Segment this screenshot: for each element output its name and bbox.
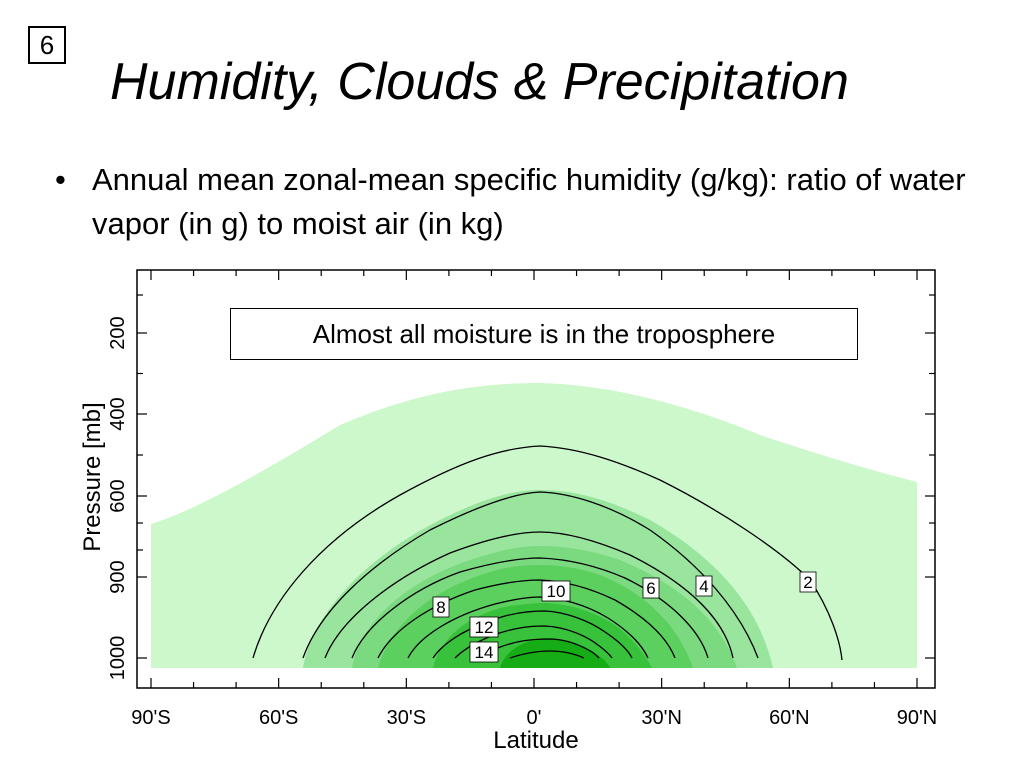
x-tick-label: 60'S bbox=[259, 707, 298, 729]
contour-label-2: 2 bbox=[799, 571, 817, 593]
contour-label-6: 6 bbox=[642, 577, 660, 599]
contour-label-text: 6 bbox=[646, 579, 655, 598]
bullet-text: Annual mean zonal-mean specific humidity… bbox=[92, 162, 966, 241]
contour-8-line bbox=[351, 557, 709, 659]
contour-label-text: 4 bbox=[699, 577, 708, 596]
x-tick-label: 90'N bbox=[897, 707, 938, 729]
x-tick-label: 30'N bbox=[641, 707, 682, 729]
contour-label-box bbox=[799, 571, 817, 593]
contour-label-4: 4 bbox=[695, 575, 713, 597]
contour-label-12: 12 bbox=[469, 616, 499, 638]
contour-label-text: 12 bbox=[475, 618, 494, 637]
contour-4-line bbox=[302, 491, 759, 659]
x-axis-label: Latitude bbox=[493, 727, 578, 754]
contour-label-text: 14 bbox=[475, 643, 494, 662]
plot-frame bbox=[136, 269, 936, 689]
contour-label-box bbox=[541, 580, 571, 602]
y-tick-label: 400 bbox=[107, 397, 129, 430]
contour-9-line bbox=[377, 579, 676, 659]
bullet-dot: • bbox=[55, 162, 66, 197]
contour-label-box bbox=[469, 616, 499, 638]
callout-box: Almost all moisture is in the tropospher… bbox=[230, 308, 858, 360]
x-tick-label: 90'S bbox=[131, 707, 170, 729]
x-tick-label: 30'S bbox=[387, 707, 426, 729]
x-tick-label: 60'N bbox=[769, 707, 810, 729]
axis-ticks bbox=[137, 270, 935, 688]
contour-label-8: 8 bbox=[432, 596, 450, 618]
y-tick-label: 1000 bbox=[107, 636, 129, 681]
y-tick-labels: 200 400 600 900 1000 bbox=[107, 316, 129, 680]
contour-10-line bbox=[407, 596, 649, 659]
slide-number: 6 bbox=[28, 26, 66, 64]
slide-title: Humidity, Clouds & Precipitation bbox=[110, 53, 849, 111]
contour-14-line bbox=[509, 650, 585, 659]
x-tick-label: 0' bbox=[527, 707, 542, 729]
contour-label-14: 14 bbox=[469, 641, 499, 663]
y-axis-label: Pressure [mb] bbox=[79, 402, 106, 551]
contour-label-text: 2 bbox=[803, 573, 812, 592]
y-tick-label: 900 bbox=[107, 560, 129, 593]
x-tick-labels: 90'S 60'S 30'S 0' 30'N 60'N 90'N bbox=[131, 707, 937, 729]
contour-labels: 2 4 6 8 10 12 14 bbox=[432, 571, 817, 663]
fill-level-14 bbox=[500, 638, 610, 668]
contour-label-box bbox=[642, 577, 660, 599]
y-tick-label: 600 bbox=[107, 479, 129, 512]
contour-label-box bbox=[469, 641, 499, 663]
contour-6-line bbox=[324, 531, 734, 659]
contour-label-text: 8 bbox=[436, 598, 445, 617]
contour-label-10: 10 bbox=[541, 580, 571, 602]
contour-label-text: 10 bbox=[547, 582, 566, 601]
contour-label-box bbox=[432, 596, 450, 618]
contour-label-box bbox=[695, 575, 713, 597]
y-tick-label: 200 bbox=[107, 316, 129, 349]
contour-13-line bbox=[476, 638, 600, 659]
